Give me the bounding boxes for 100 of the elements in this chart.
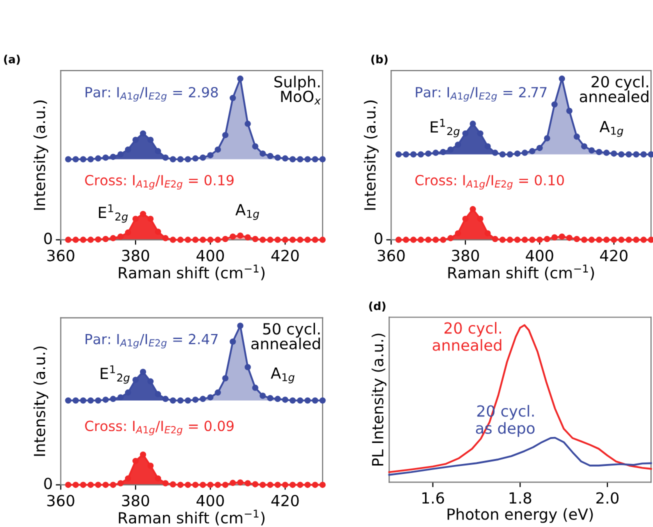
point [544,236,550,242]
point [162,154,169,161]
point [492,236,498,242]
y-axis-title: PL Intensity (a.u.) [372,334,386,466]
chart-title: (b) [371,54,388,65]
point [319,482,326,488]
point [177,236,184,243]
point [260,236,266,243]
point [244,120,251,127]
point [304,482,311,488]
point [110,482,116,488]
point [207,394,214,400]
point [132,376,139,383]
point [529,236,536,243]
point [304,156,311,162]
point [65,156,72,162]
point [418,151,424,158]
point [454,230,462,236]
point [117,480,124,486]
text: Cross: I$_{A1g}$/I$_{E2g}$ = 0.10 [415,174,564,190]
point [522,236,528,243]
series-label: 20 cycl. annealed [432,322,502,351]
point [132,458,139,464]
point [514,236,521,243]
point [581,143,588,150]
point [418,236,424,243]
point [140,368,146,375]
point [402,236,410,243]
point [200,154,206,161]
x-tick-label: 360 [47,250,74,262]
point [117,394,124,400]
annotation: A$_{1g}$ [235,204,260,220]
point [640,151,647,158]
y-axis-title: Intensity (a.u.) [364,100,379,210]
x-axis-title: Raman shift (cm$^{−1}$) [118,264,264,280]
point [117,151,124,158]
point [304,236,311,243]
point [290,156,296,162]
point [319,156,326,162]
point [102,396,109,403]
point [425,150,432,157]
point [319,236,326,243]
point [237,76,244,82]
point [551,234,558,240]
point [192,236,199,243]
point [558,233,566,240]
point [410,236,417,243]
point [297,397,304,404]
x-tick-label: 1.8 [510,492,532,504]
point [124,389,132,396]
point [252,143,258,150]
point [402,151,410,158]
point [237,232,244,239]
text: 0 [374,232,382,244]
point [132,136,139,144]
point [80,156,86,162]
point [432,236,439,243]
point [440,236,446,243]
point [581,236,588,243]
point [618,151,624,158]
point [154,228,162,235]
x-axis-title: Raman shift (cm$^{−1}$) [118,510,264,526]
point [282,236,288,243]
x-tick-label: 1.6 [422,492,444,504]
point [470,206,476,212]
point [200,396,206,402]
point [214,236,221,243]
x-tick-label: 380 [452,250,479,262]
point [162,235,169,242]
point [200,482,206,488]
point [267,152,274,160]
point [207,152,214,158]
point [102,154,109,161]
point [162,480,169,486]
point [192,155,199,162]
point [65,236,72,243]
point [290,397,296,404]
point [102,236,109,242]
point [626,151,632,158]
point [484,143,491,150]
point [95,236,102,243]
point [110,235,116,242]
point [140,210,146,218]
text: Cross: I$_{A1g}$/I$_{E2g}$ = 0.09 [85,420,234,436]
point [499,236,506,243]
point [395,151,402,158]
point [65,397,72,404]
annotation: 20 cycl. annealed [580,76,648,102]
point [244,480,251,486]
point [177,156,184,162]
point [147,378,154,385]
point [267,236,274,243]
point [237,479,244,486]
point [588,236,595,243]
point [110,154,116,160]
point [633,236,640,243]
point [274,482,281,488]
point [207,482,214,488]
point [230,338,236,345]
point [440,148,446,156]
